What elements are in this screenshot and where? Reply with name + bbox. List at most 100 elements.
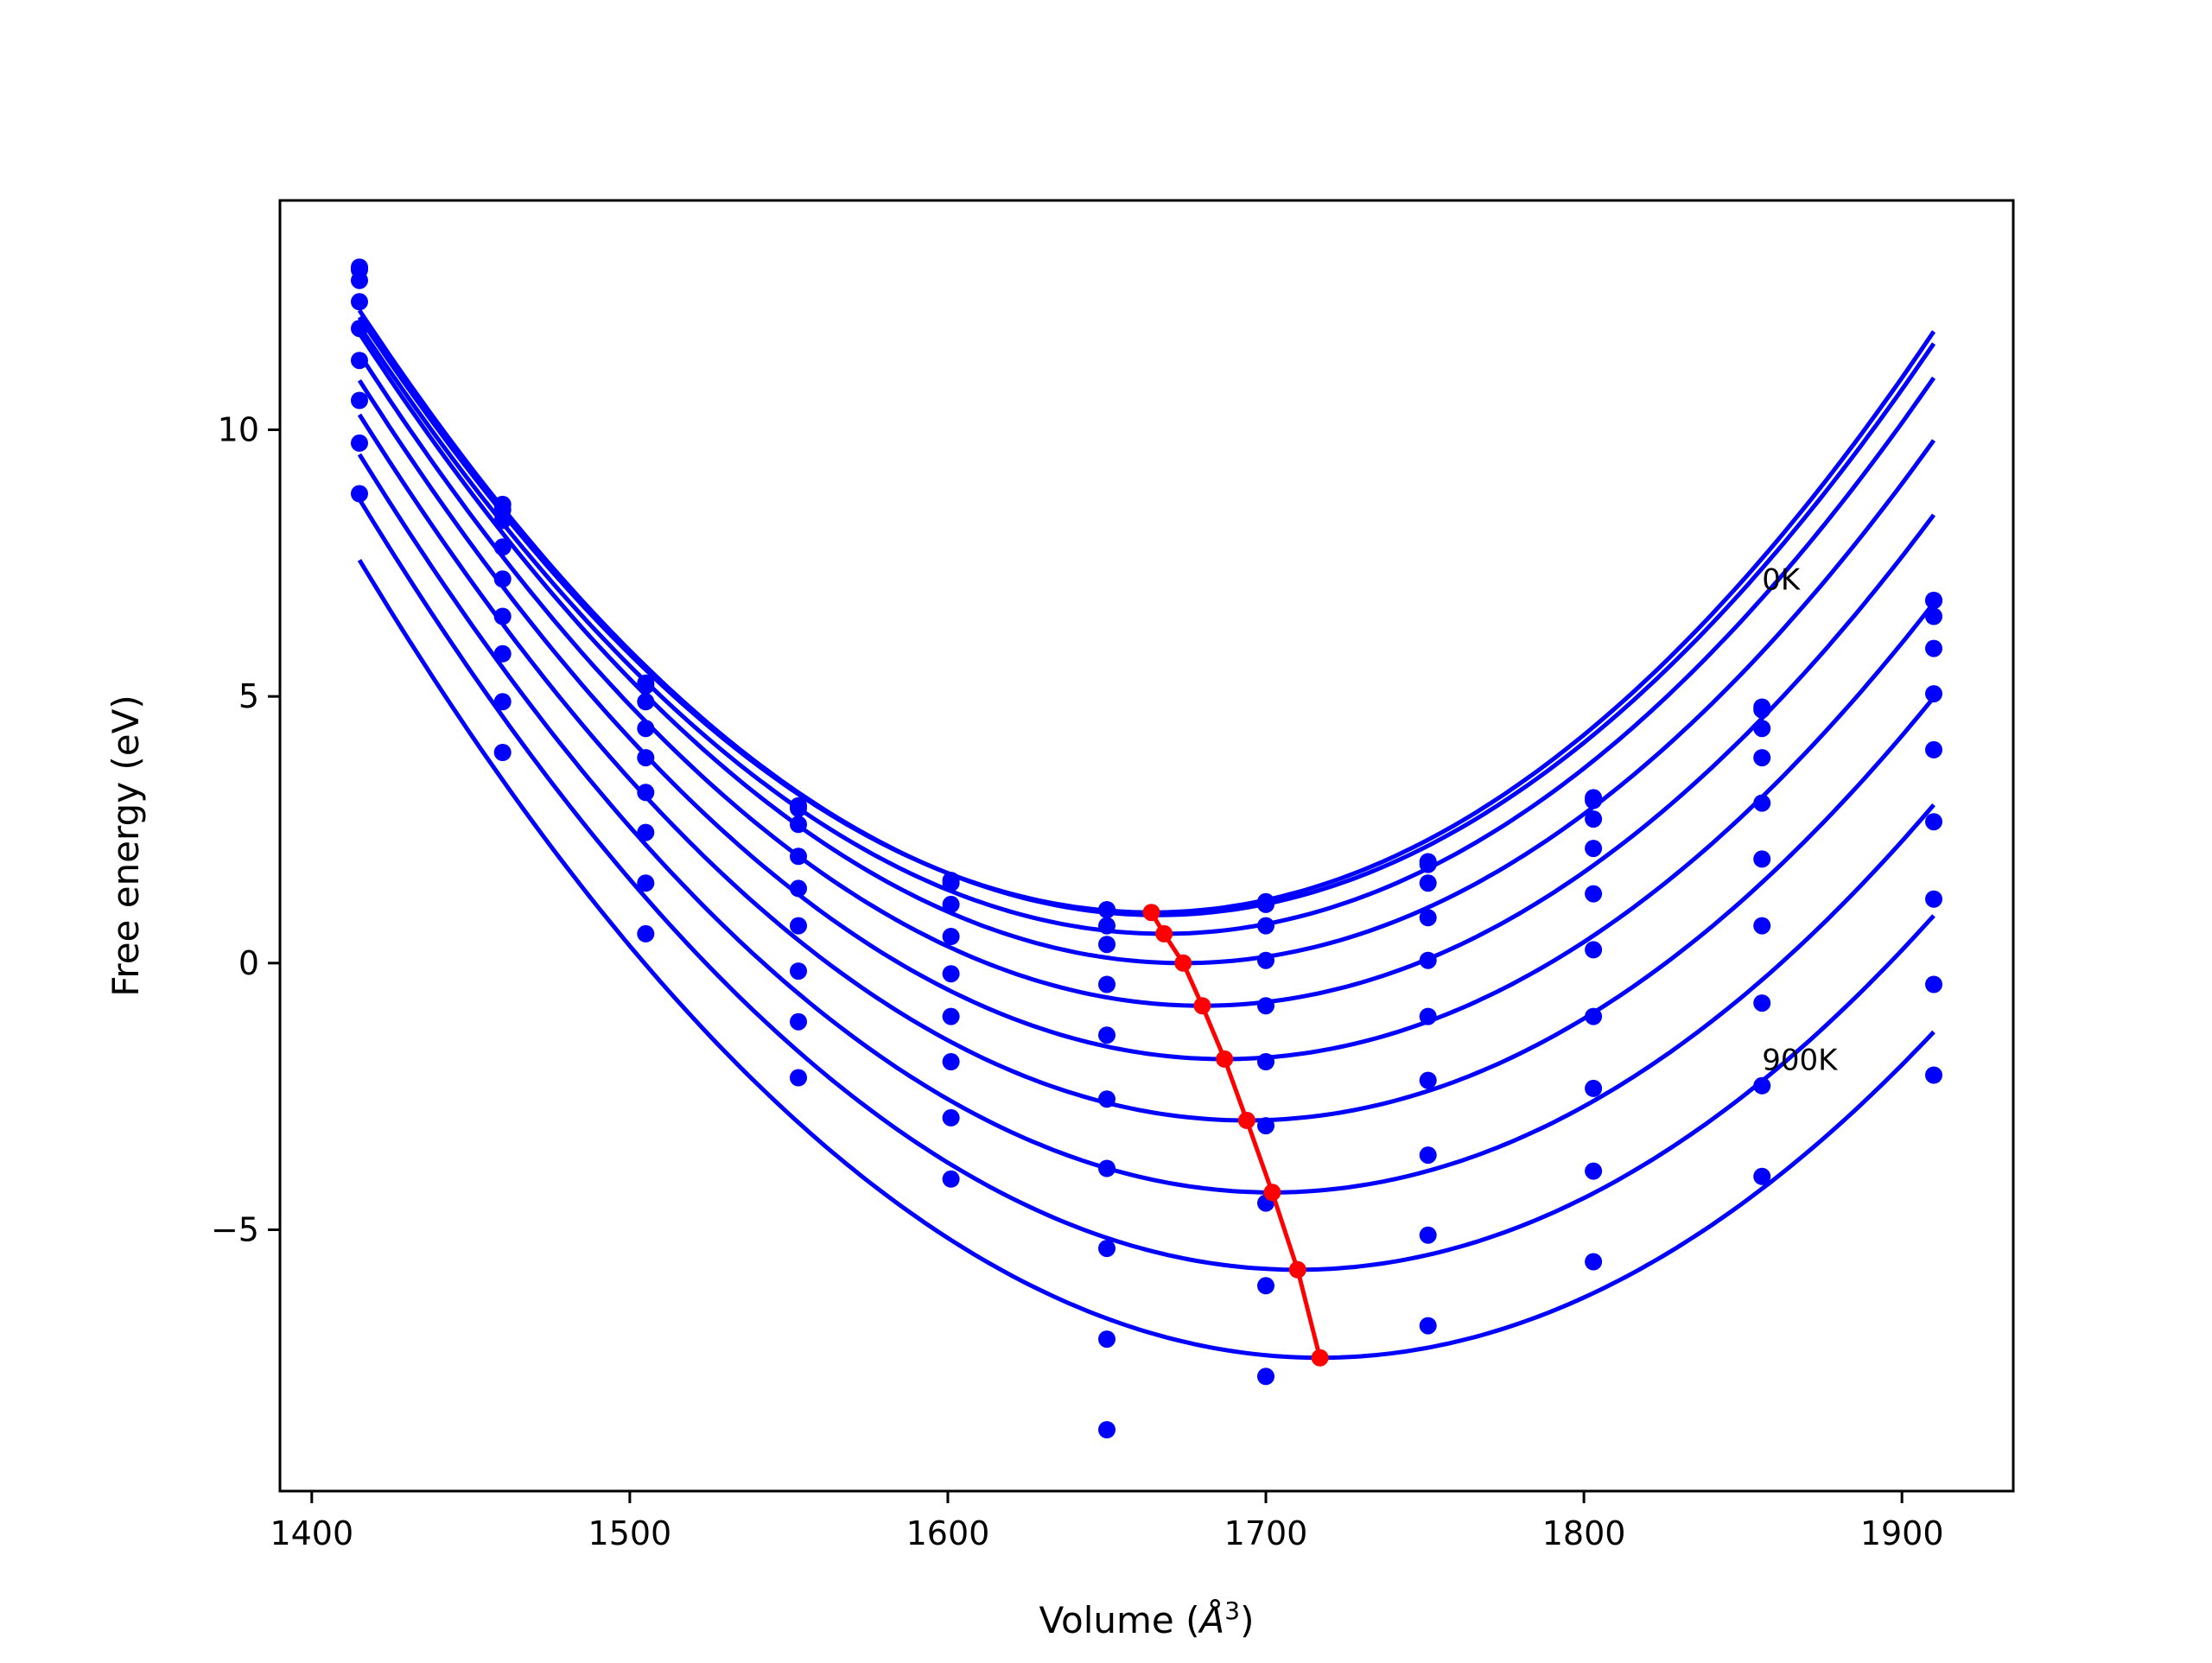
fit-curve-8 — [357, 498, 1936, 1273]
data-point-4-4 — [942, 965, 960, 983]
data-point-1-1 — [493, 495, 512, 513]
y-tick-label-2: 5 — [238, 677, 259, 715]
y-tick-label-3: 10 — [218, 410, 259, 448]
data-point-7-9 — [1753, 994, 1771, 1012]
fit-curve-2 — [357, 325, 1936, 936]
data-point-2-10 — [1925, 607, 1942, 625]
data-point-6-3 — [790, 962, 807, 981]
data-point-1-10 — [1925, 592, 1942, 609]
data-point-9-7 — [1419, 1317, 1437, 1335]
data-point-1-6 — [1257, 892, 1274, 911]
fit-curve-5 — [357, 378, 1936, 1062]
data-point-3-10 — [1925, 639, 1942, 657]
data-point-3-9 — [1753, 749, 1771, 767]
data-point-3-1 — [493, 538, 512, 556]
data-point-4-2 — [637, 749, 655, 767]
data-point-2-8 — [1585, 810, 1603, 828]
data-point-4-7 — [1419, 951, 1437, 969]
data-point-1-2 — [637, 674, 655, 692]
data-point-10-5 — [1098, 1421, 1116, 1438]
data-point-4-6 — [1257, 997, 1274, 1015]
data-point-3-7 — [1419, 909, 1437, 927]
minimum-point-4 — [1216, 1050, 1234, 1068]
data-point-8-7 — [1419, 1226, 1437, 1244]
data-point-7-3 — [790, 1012, 807, 1031]
minimum-path — [1142, 904, 1329, 1367]
data-point-1-7 — [1419, 855, 1437, 873]
data-point-6-1 — [493, 644, 512, 663]
data-point-2-3 — [790, 816, 807, 834]
x-tick-label-3: 1700 — [1224, 1514, 1308, 1552]
annotation-0: 0K — [1762, 563, 1802, 598]
data-point-3-4 — [942, 928, 960, 945]
x-tick-label-5: 1900 — [1860, 1514, 1944, 1552]
data-point-9-6 — [1257, 1368, 1274, 1386]
data-point-3-3 — [790, 847, 807, 866]
data-point-5-2 — [637, 784, 655, 802]
fit-curve-7 — [357, 453, 1936, 1195]
data-point-5-4 — [942, 1007, 960, 1025]
data-point-4-9 — [1753, 794, 1771, 812]
data-point-8-5 — [1098, 1240, 1116, 1258]
minimum-point-2 — [1174, 954, 1192, 972]
minimum-point-8 — [1311, 1349, 1329, 1367]
data-point-7-1 — [493, 693, 512, 711]
data-point-5-0 — [351, 352, 368, 370]
data-point-4-3 — [790, 879, 807, 898]
data-point-5-9 — [1753, 850, 1771, 868]
data-point-6-9 — [1753, 917, 1771, 935]
data-point-6-7 — [1419, 1071, 1437, 1089]
data-point-4-8 — [1585, 885, 1603, 903]
data-point-1-3 — [790, 797, 807, 815]
data-point-7-8 — [1585, 1079, 1603, 1097]
data-point-8-4 — [942, 1170, 960, 1188]
data-point-8-1 — [493, 744, 512, 761]
x-axis-label: Volume (Å3) — [1039, 1596, 1255, 1641]
data-point-7-0 — [351, 434, 368, 452]
x-axis-ticks: 1400 1500 1600 1700 1800 1900 — [270, 1491, 1944, 1552]
data-point-1-5 — [1098, 901, 1116, 919]
fit-curve-6 — [357, 413, 1936, 1123]
minimum-point-5 — [1237, 1111, 1255, 1129]
y-tick-label-1: 0 — [238, 944, 259, 982]
x-tick-label-4: 1800 — [1542, 1514, 1626, 1552]
fit-curve-4 — [357, 352, 1936, 1008]
x-tick-label-1: 1500 — [588, 1514, 672, 1552]
data-point-3-8 — [1585, 840, 1603, 858]
data-point-2-1 — [493, 511, 512, 530]
data-point-2-6 — [1257, 917, 1274, 935]
data-point-2-7 — [1419, 874, 1437, 892]
y-axis-label: Free energy (eV) — [105, 695, 147, 997]
data-point-7-5 — [1098, 1159, 1116, 1177]
data-point-6-2 — [637, 823, 655, 841]
data-point-9-8 — [1585, 1253, 1603, 1271]
data-point-8-9 — [1753, 1076, 1771, 1095]
data-point-8-3 — [790, 1069, 807, 1087]
data-point-2-0 — [351, 271, 368, 289]
fit-curve-9 — [357, 559, 1936, 1361]
data-point-3-0 — [351, 293, 368, 311]
data-point-5-5 — [1098, 1026, 1116, 1044]
data-point-2-2 — [637, 693, 655, 711]
data-point-1-4 — [942, 872, 960, 890]
data-point-3-2 — [637, 720, 655, 738]
data-point-5-3 — [790, 917, 807, 935]
minimum-point-3 — [1193, 997, 1211, 1015]
minimum-point-6 — [1263, 1184, 1281, 1202]
data-point-2-4 — [942, 895, 960, 913]
data-point-9-5 — [1098, 1330, 1116, 1349]
data-point-8-6 — [1257, 1277, 1274, 1295]
data-point-8-8 — [1585, 1162, 1603, 1180]
data-point-6-5 — [1098, 1090, 1116, 1108]
data-point-4-1 — [493, 570, 512, 588]
minimum-point-7 — [1288, 1260, 1306, 1279]
data-point-6-0 — [351, 391, 368, 409]
data-point-7-10 — [1925, 890, 1942, 908]
data-point-5-7 — [1419, 1007, 1437, 1025]
data-point-1-0 — [351, 258, 368, 276]
data-point-8-0 — [351, 485, 368, 503]
data-point-2-5 — [1098, 917, 1116, 935]
